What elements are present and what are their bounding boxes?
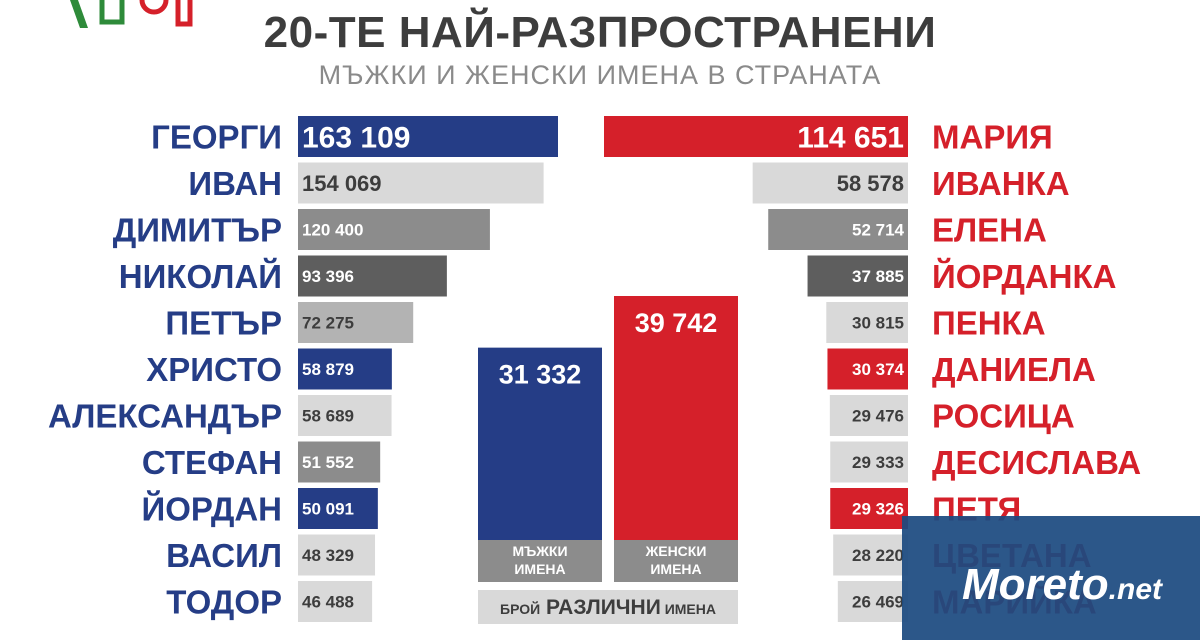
female-bar bbox=[837, 581, 908, 622]
female-value-label: 37 885 bbox=[852, 267, 904, 286]
female-bar bbox=[752, 162, 908, 204]
male-name-label: СТЕФАН bbox=[142, 444, 282, 481]
caption-box bbox=[478, 590, 738, 624]
logo-icon bbox=[70, 0, 193, 28]
male-value-label: 72 275 bbox=[302, 314, 354, 333]
male-bar bbox=[298, 162, 544, 204]
female-name-label: ЕЛЕНА bbox=[932, 212, 1047, 249]
male-bar bbox=[298, 395, 392, 436]
caption-part: БРОЙ bbox=[500, 600, 540, 617]
male-bar bbox=[298, 209, 490, 250]
male-name-label: ИВАН bbox=[188, 165, 282, 202]
chart-title: 20-ТЕ НАЙ-РАЗПРОСТРАНЕНИ bbox=[263, 8, 937, 57]
female-bar bbox=[807, 255, 908, 297]
female-name-label: ДАНИЕЛА bbox=[932, 351, 1096, 388]
male-bar bbox=[298, 255, 447, 297]
female-name-label: ИВАНКА bbox=[932, 165, 1070, 202]
male-value-label: 163 109 bbox=[302, 121, 410, 154]
male-value-label: 48 329 bbox=[302, 546, 354, 565]
watermark-logo: Moreto.net bbox=[962, 560, 1162, 610]
female-bar bbox=[829, 395, 908, 436]
female-bar bbox=[830, 441, 908, 483]
female-bar bbox=[826, 302, 908, 343]
total-value-label: 39 742 bbox=[635, 308, 718, 338]
female-name-label: ПЕНКА bbox=[932, 305, 1046, 342]
female-value-label: 29 326 bbox=[852, 500, 904, 519]
female-name-label: МАРИЯ bbox=[932, 119, 1053, 156]
male-value-label: 51 552 bbox=[302, 453, 354, 472]
male-bar bbox=[298, 116, 558, 157]
female-value-label: 114 651 bbox=[797, 121, 904, 154]
total-category-label: ИМЕНА bbox=[650, 561, 701, 577]
male-name-label: ВАСИЛ bbox=[166, 537, 282, 574]
male-value-label: 58 689 bbox=[302, 407, 354, 426]
total-bar bbox=[614, 296, 738, 540]
male-name-label: ПЕТЪР bbox=[165, 305, 282, 342]
male-name-label: ДИМИТЪР bbox=[113, 212, 282, 249]
male-bar bbox=[298, 488, 378, 529]
total-category-label: ЖЕНСКИ bbox=[645, 543, 707, 559]
female-value-label: 58 578 bbox=[837, 171, 904, 196]
female-bar bbox=[768, 209, 908, 250]
watermark-text: Moreto bbox=[962, 560, 1109, 609]
total-category-label: МЪЖКИ bbox=[512, 543, 567, 559]
male-bar bbox=[298, 534, 376, 576]
caption-part: ИМЕНА bbox=[661, 601, 716, 617]
total-category-label: ИМЕНА bbox=[514, 561, 565, 577]
male-bar bbox=[298, 302, 414, 343]
male-name-label: АЛЕКСАНДЪР bbox=[48, 398, 282, 435]
male-bar bbox=[298, 441, 381, 483]
male-value-label: 50 091 bbox=[302, 500, 354, 519]
caption-text: БРОЙ РАЗЛИЧНИ ИМЕНА bbox=[500, 596, 716, 619]
female-name-label: ЙОРДАНКА bbox=[932, 257, 1116, 295]
male-name-label: НИКОЛАЙ bbox=[119, 257, 282, 295]
total-category-box bbox=[614, 540, 738, 582]
male-name-label: ТОДОР bbox=[166, 584, 282, 621]
caption-part: РАЗЛИЧНИ bbox=[540, 596, 661, 619]
total-category-box bbox=[478, 540, 602, 582]
male-value-label: 46 488 bbox=[302, 593, 354, 612]
watermark-badge bbox=[902, 516, 1200, 640]
female-name-label: ДЕСИСЛАВА bbox=[932, 444, 1141, 481]
male-bar bbox=[298, 581, 373, 622]
male-name-label: ХРИСТО bbox=[146, 351, 282, 388]
chart-subtitle: МЪЖКИ И ЖЕНСКИ ИМЕНА В СТРАНАТА bbox=[318, 60, 882, 90]
female-bar bbox=[827, 348, 908, 390]
female-value-label: 30 374 bbox=[852, 360, 905, 379]
watermark-suffix: .net bbox=[1108, 573, 1162, 606]
male-value-label: 120 400 bbox=[302, 221, 363, 240]
female-bar bbox=[833, 534, 908, 576]
total-bar bbox=[478, 347, 602, 540]
male-name-label: ЙОРДАН bbox=[142, 490, 283, 528]
female-value-label: 26 469 bbox=[852, 593, 904, 612]
female-name-label: РОСИЦА bbox=[932, 398, 1075, 435]
male-bar bbox=[298, 348, 392, 390]
total-value-label: 31 332 bbox=[499, 360, 582, 390]
female-value-label: 30 815 bbox=[852, 314, 904, 333]
male-value-label: 58 879 bbox=[302, 360, 354, 379]
female-value-label: 28 220 bbox=[852, 546, 904, 565]
female-bar bbox=[830, 488, 908, 529]
male-name-label: ГЕОРГИ bbox=[151, 119, 282, 156]
female-value-label: 29 476 bbox=[852, 407, 904, 426]
male-value-label: 154 069 bbox=[302, 171, 382, 196]
male-value-label: 93 396 bbox=[302, 267, 354, 286]
female-value-label: 29 333 bbox=[852, 453, 904, 472]
female-bar bbox=[604, 116, 908, 157]
female-value-label: 52 714 bbox=[852, 221, 905, 240]
